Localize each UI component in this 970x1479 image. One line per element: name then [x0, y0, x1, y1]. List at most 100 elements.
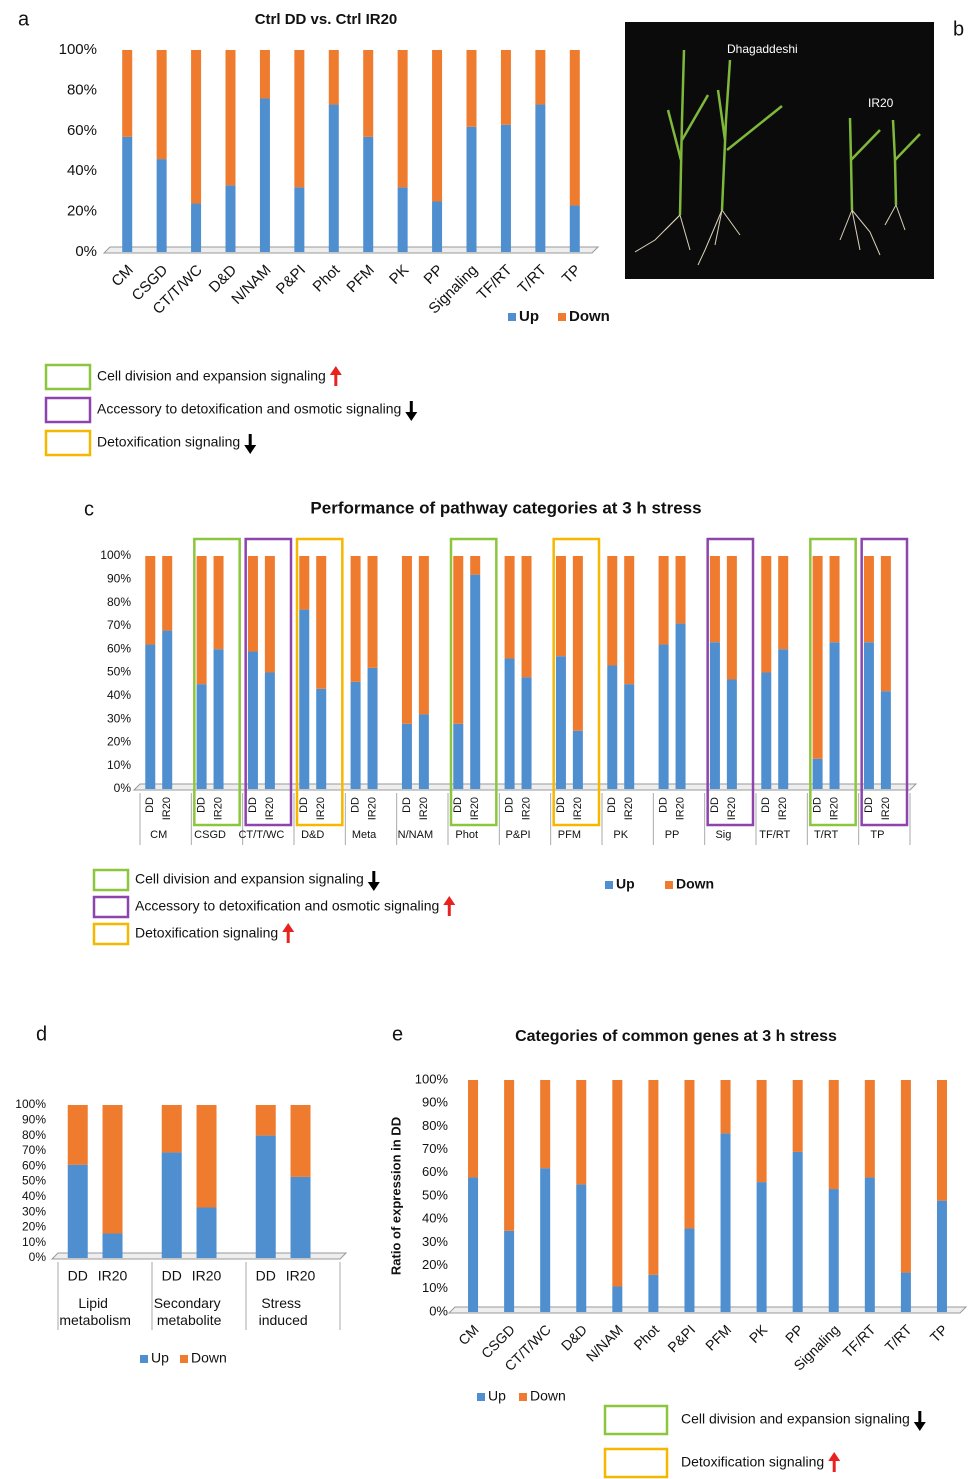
x-tick-label: Phot [310, 261, 344, 295]
group-label: P&PI [506, 829, 531, 841]
bar-segment [191, 50, 201, 204]
bar-segment [865, 1177, 875, 1312]
x-tick-label: PFM [343, 262, 377, 296]
legend-box [605, 1449, 667, 1477]
bar-segment [162, 1152, 182, 1258]
bar-segment [432, 202, 442, 253]
bar-segment [157, 50, 167, 159]
y-tick-label: 80% [107, 595, 131, 609]
legend-box [605, 1406, 667, 1434]
legend-box [46, 398, 90, 422]
bar-segment [535, 105, 545, 252]
bar-segment [710, 642, 720, 789]
bar-segment [937, 1201, 947, 1312]
y-tick-label: 60% [422, 1164, 448, 1179]
y-tick-label: 10% [22, 1235, 46, 1249]
bar-segment [830, 642, 840, 789]
bar-segment [467, 127, 477, 252]
bar-segment [556, 656, 566, 789]
bar-segment [398, 50, 408, 187]
bar-segment [226, 50, 236, 185]
y-tick-label: 40% [22, 1189, 46, 1203]
x-tick-label: CM [108, 262, 137, 291]
x-tick-label: PP [782, 1321, 807, 1346]
photo-label: IR20 [868, 96, 894, 110]
legend-box-label: Accessory to detoxification and osmotic … [135, 898, 439, 914]
legend-swatch [180, 1355, 188, 1363]
bar-segment [368, 556, 378, 668]
y-tick-label: 100% [100, 548, 131, 562]
bar-segment [522, 677, 532, 789]
chart-title: Categories of common genes at 3 h stress [515, 1028, 837, 1045]
legend-swatch [605, 881, 613, 889]
y-tick-label: 70% [422, 1141, 448, 1156]
x-tick-label: IR20 [777, 797, 789, 820]
bar-segment [612, 1286, 622, 1312]
group-label: PFM [558, 829, 581, 841]
group-label: CM [150, 829, 167, 841]
legend-label: Down [676, 876, 714, 892]
y-tick-label: 100% [415, 1071, 449, 1086]
group-label: D&D [301, 829, 324, 841]
x-tick-label: IR20 [880, 797, 892, 820]
x-tick-label: DD [812, 797, 824, 813]
bar-segment [504, 1080, 514, 1231]
legend-box-label: Cell division and expansion signaling [97, 368, 326, 384]
bar-segment [778, 649, 788, 789]
bar-segment [570, 206, 580, 252]
bar-segment [813, 556, 823, 759]
x-tick-label: D&D [558, 1321, 590, 1353]
x-tick-label: DD [68, 1268, 88, 1284]
bar-segment [248, 556, 258, 652]
bar-segment [256, 1136, 276, 1258]
bar-segment [291, 1105, 311, 1177]
group-label-line: Lipid [78, 1295, 111, 1311]
bar-segment [607, 556, 617, 666]
x-tick-label: IR20 [315, 797, 327, 820]
figure: a b c d e Dhagaddeshi IR20 Ctrl DD vs. C… [0, 0, 970, 1479]
bar-segment [676, 556, 686, 624]
bar-segment [556, 556, 566, 656]
y-tick-label: 20% [67, 203, 97, 220]
photo: Dhagaddeshi IR20 [625, 22, 934, 279]
x-tick-label: TP [927, 1321, 951, 1345]
y-tick-label: 20% [22, 1220, 46, 1234]
group-label: CSGD [194, 829, 226, 841]
bar-segment [522, 556, 532, 677]
group-label: N/NAM [398, 829, 433, 841]
bar-segment [793, 1080, 803, 1152]
legend-label: Down [569, 308, 610, 325]
y-tick-label: 100% [59, 41, 97, 58]
bar-segment [197, 1208, 217, 1258]
x-tick-label: DD [709, 797, 721, 813]
legend-box [94, 897, 128, 917]
group-label: TF/RT [759, 829, 790, 841]
bar-segment [157, 159, 167, 252]
bar-segment [684, 1080, 694, 1228]
bar-segment [501, 125, 511, 252]
bar-segment [432, 50, 442, 202]
bar-segment [504, 1231, 514, 1312]
bar-segment [761, 556, 771, 673]
bar-segment [294, 187, 304, 252]
x-tick-label: DD [760, 797, 772, 813]
bar-segment [419, 714, 429, 789]
bar-segment [540, 1168, 550, 1312]
bar-segment [865, 1080, 875, 1177]
legend-box [94, 924, 128, 944]
y-tick-label: 0% [75, 243, 97, 260]
bar-segment [540, 1080, 550, 1168]
x-tick-label: IR20 [674, 797, 686, 820]
bar-segment [299, 556, 309, 610]
legend-swatch [477, 1393, 485, 1401]
group-label: T/RT [814, 829, 839, 841]
group-label: PP [665, 829, 680, 841]
y-tick-label: 50% [422, 1187, 448, 1202]
bar-segment [363, 137, 373, 252]
x-tick-label: IR20 [286, 1268, 316, 1284]
x-tick-label: DD [298, 797, 310, 813]
bar-segment [162, 556, 172, 631]
x-tick-label: IR20 [192, 1268, 222, 1284]
x-tick-label: TP [559, 262, 585, 288]
bar-segment [505, 556, 515, 659]
